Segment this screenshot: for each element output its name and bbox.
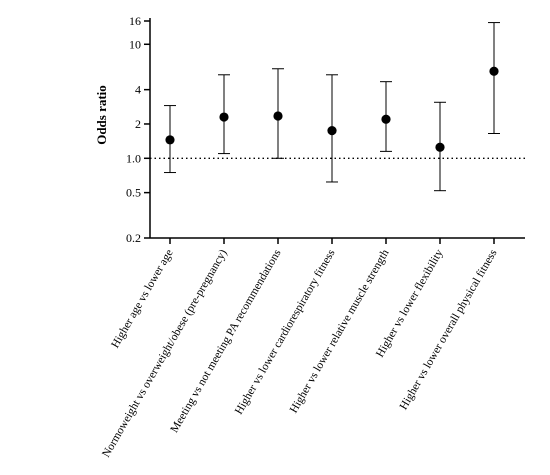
category-label: Higher vs lower relative muscle strength — [288, 247, 392, 415]
y-tick-label: 1.0 — [126, 151, 141, 165]
y-axis-title: Odds ratio — [94, 85, 109, 145]
data-point — [381, 114, 391, 124]
y-tick-label: 2 — [135, 117, 141, 131]
category-label: Meeting vs not meeting PA recommendation… — [168, 247, 283, 435]
data-point — [327, 125, 337, 136]
data-point — [219, 112, 229, 122]
category-label: Higher vs lower overall physical fitness — [398, 247, 500, 412]
y-tick-label: 0.2 — [126, 231, 141, 245]
y-tick-label: 16 — [129, 14, 141, 28]
plot-area: 0.2 0.5 1.0 2 4 10 16 Higher age vs lower ageNo… — [100, 14, 525, 460]
data-point — [165, 135, 175, 145]
y-tick-label: 0.5 — [126, 186, 141, 200]
data-point — [273, 111, 283, 121]
y-tick-label: 4 — [135, 83, 141, 97]
category-label: Higher vs lower cardiorespiratory fitnes… — [233, 247, 338, 417]
data-point — [435, 142, 445, 152]
category-label: Normoweight vs overweight/obese (pre-pre… — [100, 247, 229, 459]
y-tick-label: 10 — [129, 37, 141, 51]
category-label: Higher age vs lower age — [109, 248, 175, 351]
data-point — [489, 66, 499, 76]
